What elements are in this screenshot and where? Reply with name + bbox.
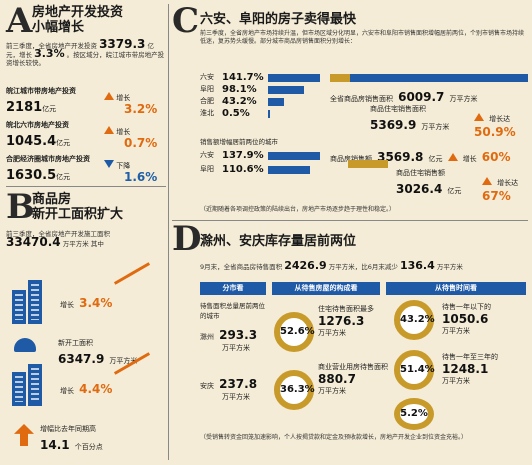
section-divider	[172, 220, 528, 221]
sales-block: 商品房销售额 3569.8 亿元 增长 60%	[330, 150, 511, 164]
tab-by-time: 从待售时间看	[386, 282, 526, 295]
total-area-block: 全省商品房销售面积 6009.7 万平方米	[330, 90, 478, 104]
tab-by-city: 分市看	[200, 282, 266, 295]
section-d-title: 滁州、安庆库存量居前两位	[200, 234, 357, 249]
arrow-up-icon	[482, 177, 492, 185]
section-c-intro: 前三季度，全省房地产市场持续升温，但市场区域分化明显，六安市和阜阳市销售面积增幅…	[200, 30, 525, 45]
res-growth-block: 增长达 50.9%	[474, 113, 516, 139]
section-a-title: 房地产开发投资 小幅增长	[32, 5, 123, 35]
res-area-block: 商品住宅销售面积 5369.9 万平方米	[370, 105, 450, 132]
time1-block: 待售一年以下的 1050.6 万平方米	[442, 303, 491, 335]
amount-bar	[268, 152, 320, 160]
total-area-bar-accent	[330, 74, 350, 82]
city-bar	[268, 86, 304, 94]
section-b-letter: B	[6, 187, 35, 227]
section-divider	[6, 186, 166, 187]
section-b-value: 33470.4	[6, 235, 61, 249]
time1-circle: 43.2%	[394, 300, 435, 340]
time2-block: 待售一年至三年的 1248.1 万平方米	[442, 353, 498, 385]
section-a-value: 3379.3	[99, 37, 146, 51]
section-a-letter: A	[6, 1, 33, 41]
section-d-note: （受销售转资金回笼加速影响，个人按揭贷款和定金及预收款增长，房地产开发企业到位资…	[200, 434, 468, 441]
comp1-circle: 52.6%	[274, 312, 315, 352]
city-stock-col: 待售面积总量居前两位的城市 滁州 293.3 万平方米 安庆 237.8 万平方…	[200, 302, 265, 401]
column-divider	[168, 4, 169, 460]
list-item: 阜阳 98.1%	[200, 84, 320, 96]
list-item: 皖江城市带房地产投资 2181亿元 增长 3.2%	[6, 87, 158, 116]
arrow-up-icon	[474, 113, 484, 121]
comp1-block: 住宅待售面积最多 1276.3 万平方米	[318, 305, 374, 337]
arrow-up-icon	[104, 126, 114, 134]
arrow-up-icon	[104, 92, 114, 100]
comp2-block: 商业营业用房待售面积 880.7 万平方米	[318, 363, 388, 395]
res-sales-block: 商品住宅销售额 3026.4 亿元	[396, 169, 462, 196]
city-bar	[268, 74, 320, 82]
section-b-intro: 前三季度，全省房地产开发施工面积 33470.4 万平方米 其中	[6, 230, 110, 249]
building-icon	[12, 290, 26, 324]
res-sales-growth-block: 增长达 67%	[482, 177, 519, 203]
list-item: 六安 141.7%	[200, 72, 320, 84]
growth2-block: 增长 4.4%	[60, 382, 113, 396]
compare-block: 增幅比去年同期高 14.1 个百分点	[40, 425, 103, 452]
amount-head: 销售额增幅居前两位的城市	[200, 138, 278, 146]
section-b-title: 商品房 新开工面积扩大	[32, 192, 124, 222]
amount-bar	[268, 166, 310, 174]
sales-bar	[348, 160, 388, 168]
list-item: 六安 137.9%	[200, 150, 320, 164]
section-a-intro: 前三季度，全省房地产开发投资 3379.3 亿元，增长 3.3% 。按区域分，皖…	[6, 37, 165, 67]
amount-bars: 六安 137.9% 阜阳 110.6%	[200, 150, 320, 178]
total-area-bar	[330, 74, 528, 82]
list-item: 淮北 0.5%	[200, 108, 320, 120]
time2-circle: 51.4%	[394, 350, 435, 390]
new-area-block: 新开工面积 6347.9 万平方米	[58, 339, 138, 366]
city-bar	[268, 110, 270, 118]
up-arrow-icon	[14, 424, 34, 446]
city-bars: 六安 141.7% 阜阳 98.1% 合肥 43.2% 淮北 0.5%	[200, 72, 320, 120]
list-item: 皖北六市房地产投资 1045.4亿元 增长 0.7%	[6, 121, 158, 150]
growth-arrow-icon	[113, 262, 151, 285]
time3-circle: 5.2%	[394, 398, 434, 430]
tab-by-composition: 从待售房屋的构成看	[272, 282, 380, 295]
arrow-down-icon	[104, 160, 114, 168]
list-item: 合肥 43.2%	[200, 96, 320, 108]
city-bar	[268, 98, 284, 106]
section-a-list: 皖江城市带房地产投资 2181亿元 增长 3.2% 皖北六市房地产投资 1045…	[6, 86, 168, 188]
section-c-title: 六安、阜阳的房子卖得最快	[200, 12, 357, 27]
section-a-title-line2: 小幅增长	[32, 20, 85, 35]
section-a-growth: 3.3%	[34, 47, 65, 60]
building-icon	[28, 364, 42, 406]
hardhat-icon	[14, 338, 36, 352]
section-d-letter: D	[172, 219, 202, 259]
section-c-letter: C	[172, 1, 200, 41]
building-icon	[28, 280, 42, 324]
growth1-block: 增长 3.4%	[60, 296, 113, 310]
section-d-intro: 9月末，全省商品房待售面积 2426.9 万平方米，比6月末减少 136.4 万…	[200, 259, 463, 272]
section-a-title-line1: 房地产开发投资	[32, 5, 124, 20]
list-item: 阜阳 110.6%	[200, 164, 320, 178]
building-icon	[12, 372, 26, 406]
list-item: 合肥经济圈城市房地产投资 1630.5亿元 下降 1.6%	[6, 155, 158, 184]
section-c-note: （近期随着各项调控政策的陆续出台，房地产市场逐步趋于理性和稳定。）	[200, 206, 396, 213]
arrow-up-icon	[447, 153, 458, 161]
comp2-circle: 36.3%	[274, 370, 315, 410]
